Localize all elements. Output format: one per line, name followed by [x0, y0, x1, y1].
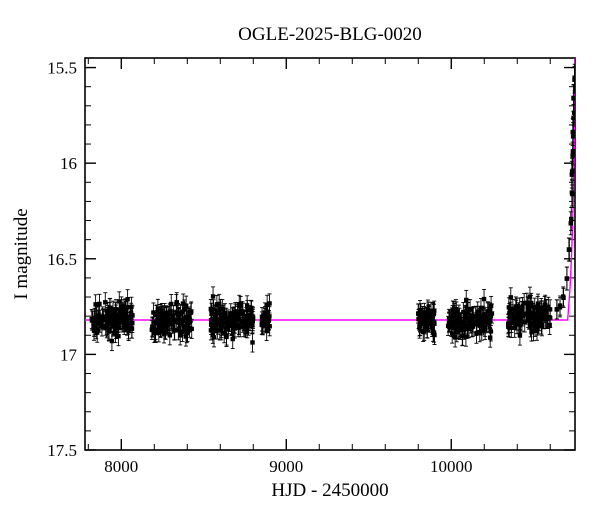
y-tick-label: 17.5 — [47, 441, 77, 460]
chart-svg: 8000 9000 10000 15.5 16 16.5 17 17.5 OGLE-2025-B… — [0, 0, 600, 512]
y-tick-label: 16 — [60, 154, 77, 173]
x-axis-label: HJD - 2450000 — [271, 480, 388, 501]
y-axis-label: I magnitude — [11, 208, 32, 299]
chart-container: 8000 9000 10000 15.5 16 16.5 17 17.5 OGLE-2025-B… — [0, 0, 600, 512]
y-tick-label: 17 — [60, 345, 78, 364]
x-tick-label: 8000 — [104, 457, 138, 476]
chart-title: OGLE-2025-BLG-0020 — [238, 24, 422, 45]
y-tick-label: 15.5 — [47, 59, 77, 78]
y-tick-label: 16.5 — [47, 250, 77, 269]
x-tick-label: 9000 — [269, 457, 303, 476]
x-tick-label: 10000 — [430, 457, 473, 476]
